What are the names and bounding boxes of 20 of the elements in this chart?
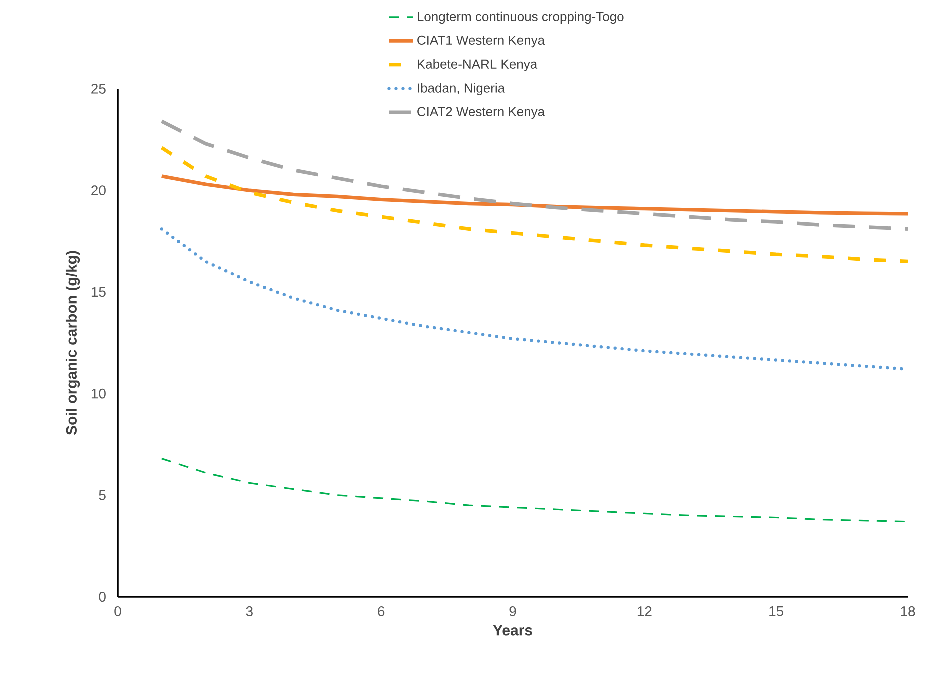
legend-label: CIAT1 Western Kenya [418,36,546,48]
x-tick-label: 0 [114,606,122,616]
y-tick-label: 25 [92,84,106,94]
x-tick-label: 18 [901,606,916,616]
x-axis-title: Years [493,625,532,636]
x-tick-label: 3 [246,606,253,616]
legend-label: Kabete-NARL Kenya [418,59,538,72]
legend-label: Longterm continuous cropping-Togo [418,12,624,24]
legend-label: CIAT2 Western Kenya [418,107,546,120]
x-tick-label: 6 [378,606,385,616]
y-tick-label: 15 [92,287,106,298]
y-tick-label: 5 [99,490,106,500]
legend-label: Ibadan, Nigeria [418,83,506,96]
x-tick-label: 15 [770,606,784,616]
y-tick-label: 10 [92,388,106,399]
x-tick-label: 12 [638,606,652,616]
x-tick-label: 9 [510,606,516,616]
y-tick-label: 0 [99,592,106,602]
y-axis-title: Soil organic carbon (g/kg) [66,251,80,436]
y-tick-label: 20 [92,186,106,196]
